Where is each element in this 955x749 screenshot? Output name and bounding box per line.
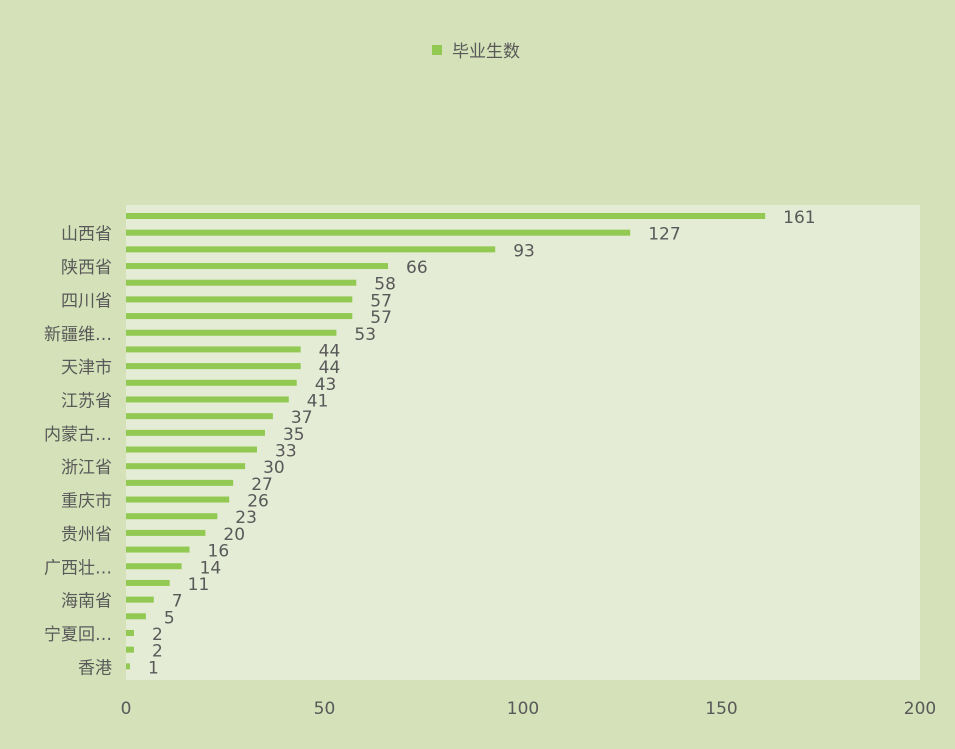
data-label: 20 <box>223 525 245 545</box>
x-tick-label: 100 <box>507 699 539 719</box>
bar <box>126 529 206 536</box>
data-label: 33 <box>275 442 297 462</box>
bar <box>126 213 766 219</box>
category-label: 宁夏回… <box>44 625 112 645</box>
bar <box>126 346 301 353</box>
plot-area <box>126 205 920 680</box>
data-label: 58 <box>374 275 396 295</box>
category-label: 浙江省 <box>61 458 112 478</box>
data-label: 66 <box>406 258 428 278</box>
bar <box>126 579 170 586</box>
bar <box>126 246 496 253</box>
category-label: 香港 <box>78 658 112 678</box>
data-label: 35 <box>283 425 305 445</box>
bar <box>126 613 146 620</box>
data-label: 16 <box>208 542 230 562</box>
data-label: 127 <box>648 225 680 245</box>
data-label: 41 <box>307 391 329 411</box>
x-tick-label: 0 <box>121 699 132 719</box>
data-label: 44 <box>319 341 341 361</box>
data-label: 2 <box>152 642 163 662</box>
bar <box>126 546 190 553</box>
bar <box>126 629 134 636</box>
data-label: 57 <box>370 291 392 311</box>
bar <box>126 563 182 570</box>
x-tick-label: 150 <box>705 699 737 719</box>
legend-label: 毕业生数 <box>452 42 520 62</box>
bar <box>126 463 246 470</box>
bar <box>126 296 353 303</box>
data-label: 11 <box>188 575 210 595</box>
data-label: 26 <box>247 492 269 512</box>
category-label: 天津市 <box>61 358 112 378</box>
data-label: 30 <box>263 458 285 478</box>
category-label: 山西省 <box>61 225 112 245</box>
category-label: 四川省 <box>61 291 112 311</box>
bar <box>126 429 265 436</box>
data-label: 161 <box>783 208 815 228</box>
category-label: 贵州省 <box>61 525 112 545</box>
x-tick-label: 200 <box>904 699 936 719</box>
x-tick-label: 50 <box>314 699 336 719</box>
data-label: 37 <box>291 408 313 428</box>
category-label: 内蒙古… <box>44 425 112 445</box>
bar <box>126 496 230 503</box>
category-label: 海南省 <box>61 592 112 612</box>
bar <box>126 313 353 320</box>
legend-swatch <box>432 45 442 55</box>
category-label: 新疆维… <box>44 325 112 345</box>
data-label: 7 <box>172 592 183 612</box>
category-label: 陕西省 <box>61 258 112 278</box>
bar <box>126 596 154 603</box>
bar <box>126 513 218 520</box>
category-label: 重庆市 <box>61 492 112 512</box>
bar <box>126 363 301 370</box>
bar <box>126 329 337 336</box>
bar <box>126 663 130 670</box>
category-label: 江苏省 <box>61 391 112 411</box>
bar <box>126 479 234 486</box>
bar <box>126 446 258 453</box>
data-label: 27 <box>251 475 273 495</box>
bar <box>126 413 273 420</box>
category-label: 广西壮… <box>44 558 112 578</box>
data-label: 53 <box>354 325 376 345</box>
data-label: 23 <box>235 508 257 528</box>
data-label: 14 <box>200 558 222 578</box>
bar <box>126 263 389 270</box>
bar <box>126 279 357 286</box>
data-label: 93 <box>513 241 535 261</box>
data-label: 57 <box>370 308 392 328</box>
bar <box>126 229 631 236</box>
data-label: 43 <box>315 375 337 395</box>
data-label: 2 <box>152 625 163 645</box>
data-label: 44 <box>319 358 341 378</box>
bar <box>126 379 297 386</box>
data-label: 1 <box>148 658 159 678</box>
bar <box>126 646 134 653</box>
bar <box>126 396 289 403</box>
data-label: 5 <box>164 608 175 628</box>
